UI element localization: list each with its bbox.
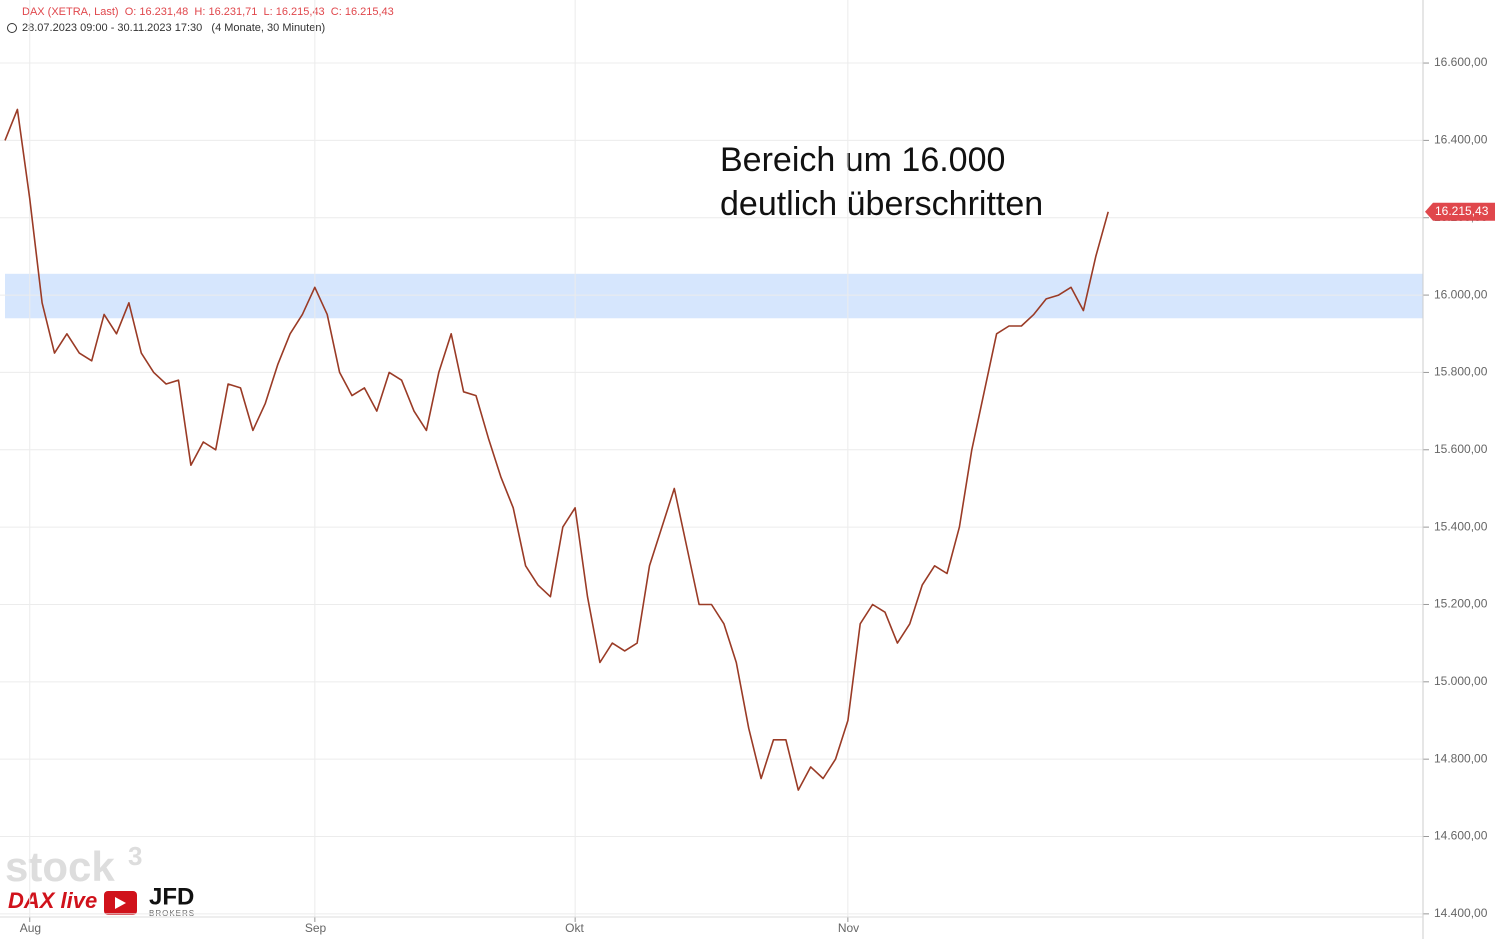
x-tick-label: Okt [565,921,584,935]
y-tick-label: 15.200,00 [1434,597,1488,611]
header: DAX (XETRA, Last) O: 16.231,48 H: 16.231… [22,6,394,18]
y-tick-label: 15.800,00 [1434,365,1488,379]
y-tick-label: 15.000,00 [1434,674,1488,688]
price-line [4,108,1109,791]
y-tick-label: 15.600,00 [1434,442,1488,456]
play-triangle [115,897,126,909]
brand-stock: stock [5,843,115,890]
clock-icon [7,23,17,33]
y-tick-label: 16.000,00 [1434,287,1488,301]
y-tick-label: 15.400,00 [1434,519,1488,533]
x-tick-label: Nov [838,921,859,935]
brand-jfd: JFD [149,883,194,910]
subheader: 28.07.2023 09:00 - 30.11.2023 17:30 (4 M… [22,22,325,34]
x-tick-label: Aug [20,921,41,935]
annotation: Bereich um 16.000 [720,141,1005,179]
brand-stock-3: 3 [128,841,142,871]
last-price-label: 16.215,43 [1435,204,1489,218]
y-tick-label: 16.400,00 [1434,133,1488,147]
highlight-band [5,273,1423,319]
y-tick-label: 16.600,00 [1434,55,1488,69]
last-price-tag [1425,202,1495,221]
annotation: deutlich überschritten [720,185,1043,223]
y-tick-label: 14.600,00 [1434,829,1488,843]
y-tick-label: 14.800,00 [1434,751,1488,765]
y-tick-label: 14.400,00 [1434,906,1488,920]
brand-dax-live: DAX live [8,888,97,913]
x-tick-label: Sep [305,921,327,935]
